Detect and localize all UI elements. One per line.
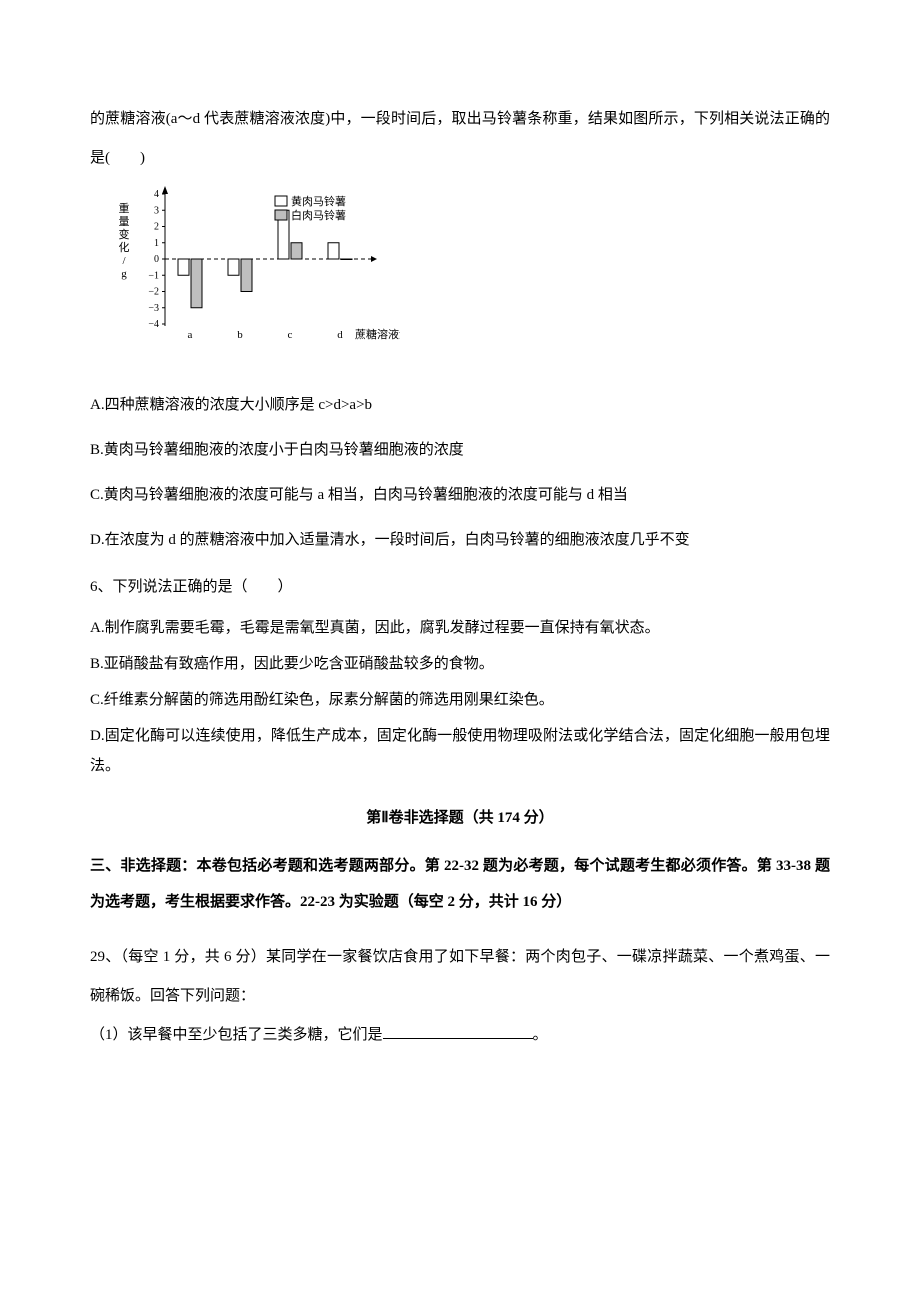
q6-option-b: B.亚硝酸盐有致癌作用，因此要少吃含亚硝酸盐较多的食物。: [90, 649, 830, 679]
svg-text:−2: −2: [148, 287, 159, 298]
q5-option-b: B.黄肉马铃薯细胞液的浓度小于白肉马铃薯细胞液的浓度: [90, 431, 830, 470]
svg-text:化: 化: [119, 240, 130, 254]
svg-text:3: 3: [154, 205, 159, 216]
svg-text:4: 4: [154, 189, 159, 200]
svg-text:−4: −4: [148, 319, 159, 330]
svg-text:g: g: [121, 268, 127, 280]
page-root: 的蔗糖溶液(a～d 代表蔗糖溶液浓度)中，一段时间后，取出马铃薯条称重，结果如图…: [0, 0, 920, 1302]
svg-text:2: 2: [154, 222, 159, 233]
svg-text:白肉马铃薯: 白肉马铃薯: [291, 208, 346, 222]
fill-blank[interactable]: [383, 1023, 533, 1039]
svg-text:−3: −3: [148, 303, 159, 314]
q6-stem: 6、下列说法正确的是（ ）: [90, 568, 830, 607]
bar-chart: 4 3 2 1 0 −1 −2 −3 −4 重量变化/g a b c d 蔗糖溶液浓度 黄肉马铃薯白肉马铃薯: [110, 184, 830, 370]
svg-text:−1: −1: [148, 270, 159, 281]
q6-option-a: A.制作腐乳需要毛霉，毛霉是需氧型真菌，因此，腐乳发酵过程要一直保持有氧状态。: [90, 613, 830, 643]
svg-text:重: 重: [119, 201, 130, 215]
q29-sub1-suffix: 。: [533, 1027, 548, 1043]
q29-stem: 29、（每空 1 分，共 6 分）某同学在一家餐饮店食用了如下早餐：两个肉包子、…: [90, 938, 830, 1016]
svg-text:c: c: [288, 329, 293, 341]
svg-text:量: 量: [119, 215, 130, 228]
q5-option-c: C.黄肉马铃薯细胞液的浓度可能与 a 相当，白肉马铃薯细胞液的浓度可能与 d 相…: [90, 476, 830, 515]
svg-text:0: 0: [154, 254, 159, 265]
svg-text:a: a: [188, 329, 193, 341]
q5-stem-continuation: 的蔗糖溶液(a～d 代表蔗糖溶液浓度)中，一段时间后，取出马铃薯条称重，结果如图…: [90, 100, 830, 178]
svg-text:b: b: [237, 329, 243, 341]
q6-option-d: D.固定化酶可以连续使用，降低生产成本，固定化酶一般使用物理吸附法或化学结合法，…: [90, 721, 830, 781]
q29-sub1: （1）该早餐中至少包括了三类多糖，它们是 。: [90, 1016, 830, 1055]
svg-text:黄肉马铃薯: 黄肉马铃薯: [291, 194, 346, 208]
svg-text:1: 1: [154, 238, 159, 249]
q29-sub1-prefix: （1）该早餐中至少包括了三类多糖，它们是: [90, 1027, 383, 1043]
svg-text:变: 变: [119, 227, 130, 241]
section-2-title: 第Ⅱ卷非选择题（共 174 分）: [90, 799, 830, 838]
svg-text:/: /: [122, 255, 126, 267]
chart-svg: 4 3 2 1 0 −1 −2 −3 −4 重量变化/g a b c d 蔗糖溶液浓度 黄肉马铃薯白肉马铃薯: [110, 184, 400, 354]
q5-option-a: A.四种蔗糖溶液的浓度大小顺序是 c>d>a>b: [90, 386, 830, 425]
svg-text:d: d: [337, 329, 343, 341]
section-3-instructions: 三、非选择题：本卷包括必考题和选考题两部分。第 22-32 题为必考题，每个试题…: [90, 848, 830, 920]
svg-text:蔗糖溶液浓度: 蔗糖溶液浓度: [355, 327, 400, 341]
q5-option-d: D.在浓度为 d 的蔗糖溶液中加入适量清水，一段时间后，白肉马铃薯的细胞液浓度几…: [90, 521, 830, 560]
q6-option-c: C.纤维素分解菌的筛选用酚红染色，尿素分解菌的筛选用刚果红染色。: [90, 685, 830, 715]
